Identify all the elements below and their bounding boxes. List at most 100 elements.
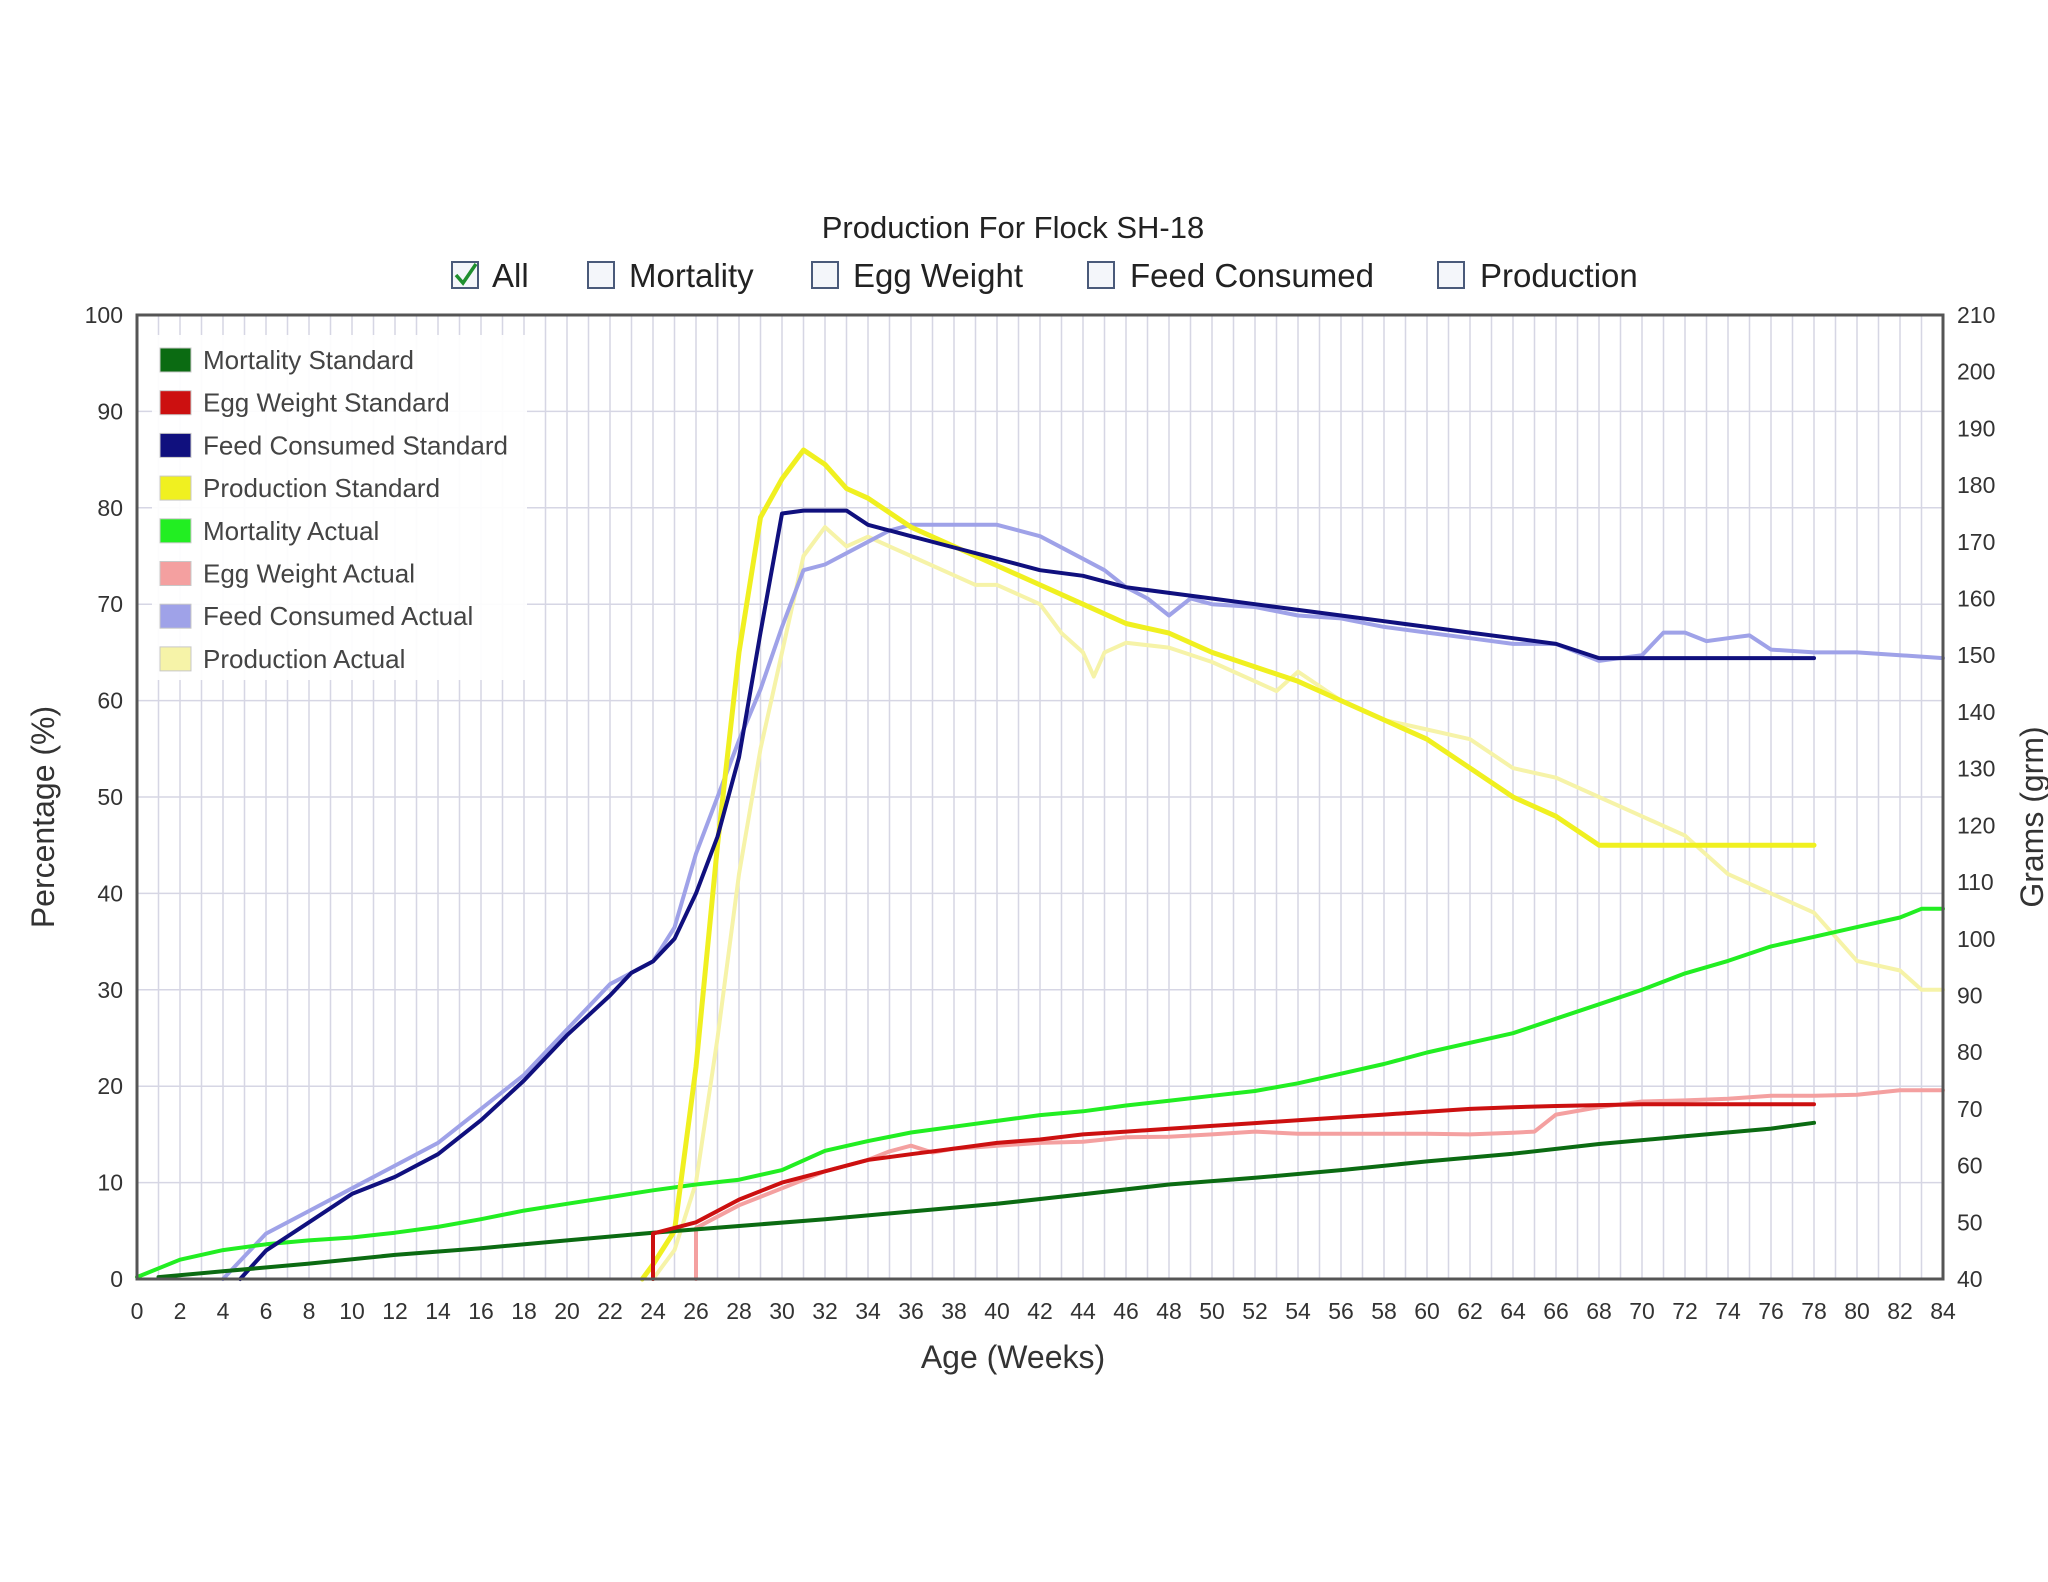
series-line-mortality-actual	[135, 906, 1945, 1280]
x-tick-label: 46	[1113, 1298, 1139, 1324]
x-tick-label: 16	[468, 1298, 494, 1324]
filter-feed-consumed[interactable]: Feed Consumed	[1087, 257, 1374, 294]
legend-label-egg-weight-standard: Egg Weight Standard	[203, 388, 450, 418]
filter-production[interactable]: Production	[1437, 257, 1638, 294]
y-tick-label: 50	[97, 784, 123, 810]
legend-swatch-mortality-standard	[159, 347, 192, 373]
y-tick-label: 20	[97, 1073, 123, 1099]
y2-tick-label: 210	[1957, 302, 1995, 328]
x-tick-label: 64	[1500, 1298, 1526, 1324]
x-tick-label: 56	[1328, 1298, 1354, 1324]
x-tick-label: 66	[1543, 1298, 1569, 1324]
x-tick-label: 32	[812, 1298, 838, 1324]
x-tick-label: 2	[174, 1298, 187, 1324]
filter-mortality-label: Mortality	[629, 257, 754, 294]
feed-consumed-checkbox[interactable]	[1087, 261, 1115, 289]
y-axis-ticks: 0 10 20 30 40 50 60 70 80 90 100	[85, 302, 123, 1292]
x-tick-label: 84	[1930, 1298, 1956, 1324]
y2-tick-label: 180	[1957, 472, 1995, 498]
y2-axis-label: Grams (grm)	[2014, 726, 2048, 907]
x-tick-label: 10	[339, 1298, 365, 1324]
production-checkbox[interactable]	[1437, 261, 1465, 289]
x-tick-label: 72	[1672, 1298, 1698, 1324]
y-tick-label: 10	[97, 1170, 123, 1196]
y2-tick-label: 200	[1957, 359, 1995, 385]
chart-legend: Mortality Standard Egg Weight Standard Fee…	[152, 335, 527, 680]
x-tick-label: 38	[941, 1298, 967, 1324]
legend-swatch-feed-consumed-actual	[159, 603, 192, 629]
legend-swatch-production-actual	[159, 646, 192, 672]
all-checkbox[interactable]	[451, 261, 479, 289]
x-tick-label: 12	[382, 1298, 408, 1324]
y2-axis-ticks: 40 50 60 70 80 90 100 110 120 130 140 150 160 170 180 1…	[1957, 302, 1995, 1292]
x-tick-label: 82	[1887, 1298, 1913, 1324]
legend-swatch-egg-weight-standard	[159, 390, 192, 416]
x-tick-label: 26	[683, 1298, 709, 1324]
y-tick-label: 80	[97, 495, 123, 521]
y2-tick-label: 170	[1957, 529, 1995, 555]
x-tick-label: 62	[1457, 1298, 1483, 1324]
x-tick-label: 44	[1070, 1298, 1096, 1324]
y-tick-label: 30	[97, 977, 123, 1003]
x-tick-label: 34	[855, 1298, 881, 1324]
x-tick-label: 54	[1285, 1298, 1311, 1324]
legend-label-feed-consumed-actual: Feed Consumed Actual	[203, 601, 473, 631]
x-tick-label: 0	[131, 1298, 144, 1324]
y-tick-label: 100	[85, 302, 123, 328]
x-tick-label: 78	[1801, 1298, 1827, 1324]
x-tick-label: 24	[640, 1298, 666, 1324]
x-tick-label: 42	[1027, 1298, 1053, 1324]
x-axis-label: Age (Weeks)	[921, 1339, 1105, 1375]
legend-label-mortality-standard: Mortality Standard	[203, 345, 414, 375]
y2-tick-label: 130	[1957, 756, 1995, 782]
x-tick-label: 22	[597, 1298, 623, 1324]
x-tick-label: 14	[425, 1298, 451, 1324]
y2-tick-label: 120	[1957, 812, 1995, 838]
y-axis-label: Percentage (%)	[25, 706, 61, 928]
y2-tick-label: 140	[1957, 699, 1995, 725]
x-tick-label: 60	[1414, 1298, 1440, 1324]
x-tick-label: 52	[1242, 1298, 1268, 1324]
y2-tick-label: 40	[1957, 1266, 1983, 1292]
chart-title: Production For Flock SH-18	[822, 210, 1204, 245]
y2-tick-label: 100	[1957, 926, 1995, 952]
filter-egg-weight[interactable]: Egg Weight	[811, 257, 1023, 294]
y2-tick-label: 80	[1957, 1039, 1983, 1065]
legend-label-feed-consumed-standard: Feed Consumed Standard	[203, 430, 508, 460]
legend-label-production-standard: Production Standard	[203, 473, 440, 503]
x-tick-label: 68	[1586, 1298, 1612, 1324]
x-tick-label: 70	[1629, 1298, 1655, 1324]
x-tick-label: 6	[260, 1298, 273, 1324]
x-tick-label: 30	[769, 1298, 795, 1324]
egg-weight-checkbox[interactable]	[811, 261, 839, 289]
y-tick-label: 60	[97, 688, 123, 714]
legend-swatch-production-standard	[159, 475, 192, 501]
x-tick-label: 58	[1371, 1298, 1397, 1324]
mortality-checkbox[interactable]	[587, 261, 615, 289]
x-tick-label: 48	[1156, 1298, 1182, 1324]
x-tick-label: 74	[1715, 1298, 1741, 1324]
x-tick-label: 18	[511, 1298, 537, 1324]
legend-label-production-actual: Production Actual	[203, 644, 405, 674]
x-tick-label: 50	[1199, 1298, 1225, 1324]
y2-tick-label: 50	[1957, 1209, 1983, 1235]
y2-tick-label: 150	[1957, 642, 1995, 668]
y2-tick-label: 110	[1957, 869, 1994, 895]
series-line-production-actual	[651, 525, 1945, 1281]
series-line-egg-weight-actual	[694, 1088, 1945, 1281]
legend-swatch-mortality-actual	[159, 518, 192, 544]
y2-tick-label: 190	[1957, 415, 1995, 441]
series-line-egg-weight-standard	[651, 1102, 1816, 1281]
plot-area-border	[135, 313, 1945, 1281]
check-mark-icon	[454, 263, 478, 286]
series-line-production-standard	[639, 447, 1817, 1282]
series-line-feed-consumed-actual	[221, 522, 1945, 1281]
filter-mortality[interactable]: Mortality	[587, 257, 754, 294]
legend-label-egg-weight-actual: Egg Weight Actual	[203, 559, 415, 589]
filter-all[interactable]: All	[451, 257, 529, 294]
y-tick-label: 70	[97, 591, 123, 617]
x-tick-label: 28	[726, 1298, 752, 1324]
series-line-mortality-standard	[156, 1120, 1816, 1280]
legend-label-mortality-actual: Mortality Actual	[203, 516, 379, 546]
filter-feed-consumed-label: Feed Consumed	[1130, 257, 1374, 294]
